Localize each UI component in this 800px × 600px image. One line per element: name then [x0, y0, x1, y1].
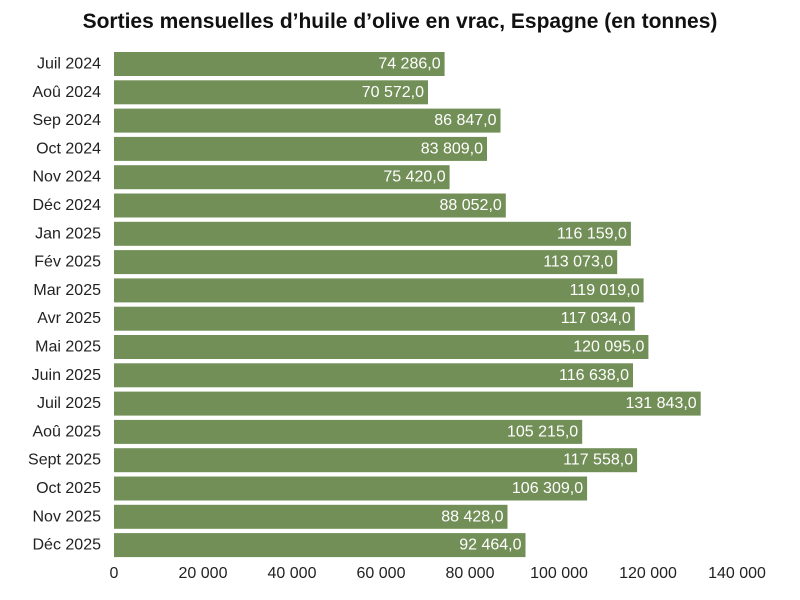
bar-value-label: 75 420,0 [383, 169, 445, 186]
bar-value-label: 120 095,0 [573, 339, 644, 356]
bar [114, 448, 638, 473]
bar [114, 165, 450, 190]
bar-value-label: 74 286,0 [378, 56, 440, 73]
bar [114, 250, 618, 275]
bar-value-label: 113 073,0 [543, 254, 613, 271]
category-label: Oct 2024 [36, 140, 101, 157]
bar-value-label: 88 052,0 [440, 197, 502, 214]
category-label: Aoû 2024 [32, 84, 101, 101]
bar [114, 108, 501, 133]
bar [114, 335, 649, 359]
bar-value-label: 83 809,0 [421, 140, 483, 157]
x-tick-label: 80 000 [446, 565, 495, 582]
bar-value-label: 88 428,0 [441, 508, 503, 525]
bar-value-label: 70 572,0 [362, 84, 424, 101]
category-label: Avr 2025 [37, 310, 101, 327]
category-label: Juil 2024 [37, 56, 101, 73]
category-label: Jan 2025 [35, 225, 101, 242]
bar [114, 306, 635, 331]
bar [114, 193, 506, 218]
bar-value-label: 116 638,0 [559, 367, 629, 384]
category-label: Déc 2024 [33, 197, 102, 214]
x-tick-label: 40 000 [268, 565, 317, 582]
chart-title: Sorties mensuelles d’huile d’olive en vr… [82, 10, 718, 33]
category-label: Oct 2025 [36, 480, 101, 497]
category-label: Juil 2025 [37, 395, 101, 412]
bar [114, 476, 588, 501]
bar-value-label: 117 034,0 [561, 310, 631, 327]
bar [114, 419, 583, 444]
bar [114, 221, 631, 246]
bar [114, 278, 644, 303]
x-tick-label: 60 000 [357, 565, 406, 582]
bar [114, 136, 487, 161]
x-tick-label: 0 [110, 565, 119, 582]
x-tick-label: 120 000 [619, 565, 677, 582]
bar [114, 52, 445, 76]
category-label: Fév 2025 [34, 254, 101, 271]
bar [114, 533, 526, 558]
category-label: Déc 2025 [33, 537, 102, 554]
category-label: Mar 2025 [33, 282, 101, 299]
x-tick-label: 20 000 [179, 565, 228, 582]
bar [114, 80, 428, 105]
bars-layer: 74 286,0 70 572,0 86 847,0 83 809,0 75 420,0… [114, 52, 701, 558]
bar-value-label: 86 847,0 [434, 112, 496, 129]
category-label: Aoû 2025 [32, 423, 101, 440]
x-tick-label: 100 000 [530, 565, 588, 582]
x-tick-label: 140 000 [708, 565, 766, 582]
category-axis: Juil 2024 Aoû 2024 Sep 2024 Oct 2024 Nov 202… [28, 56, 101, 554]
category-label: Juin 2025 [32, 367, 101, 384]
bar-value-label: 92 464,0 [459, 537, 521, 554]
bar [114, 363, 633, 388]
bar-value-label: 117 558,0 [563, 452, 633, 469]
bar-value-label: 105 215,0 [507, 423, 578, 440]
bar-value-label: 131 843,0 [626, 395, 697, 412]
bar-value-label: 106 309,0 [512, 480, 583, 497]
value-axis: 0 20 000 40 000 60 000 80 000 100 000 120 000 1… [110, 565, 766, 582]
category-label: Sept 2025 [28, 452, 101, 469]
bar-value-label: 119 019,0 [570, 282, 640, 299]
bar [114, 504, 508, 529]
category-label: Sep 2024 [32, 112, 101, 129]
category-label: Mai 2025 [35, 339, 101, 356]
category-label: Nov 2024 [33, 169, 102, 186]
bar-value-label: 116 159,0 [557, 225, 627, 242]
category-label: Nov 2025 [33, 508, 102, 525]
bar [114, 391, 701, 416]
